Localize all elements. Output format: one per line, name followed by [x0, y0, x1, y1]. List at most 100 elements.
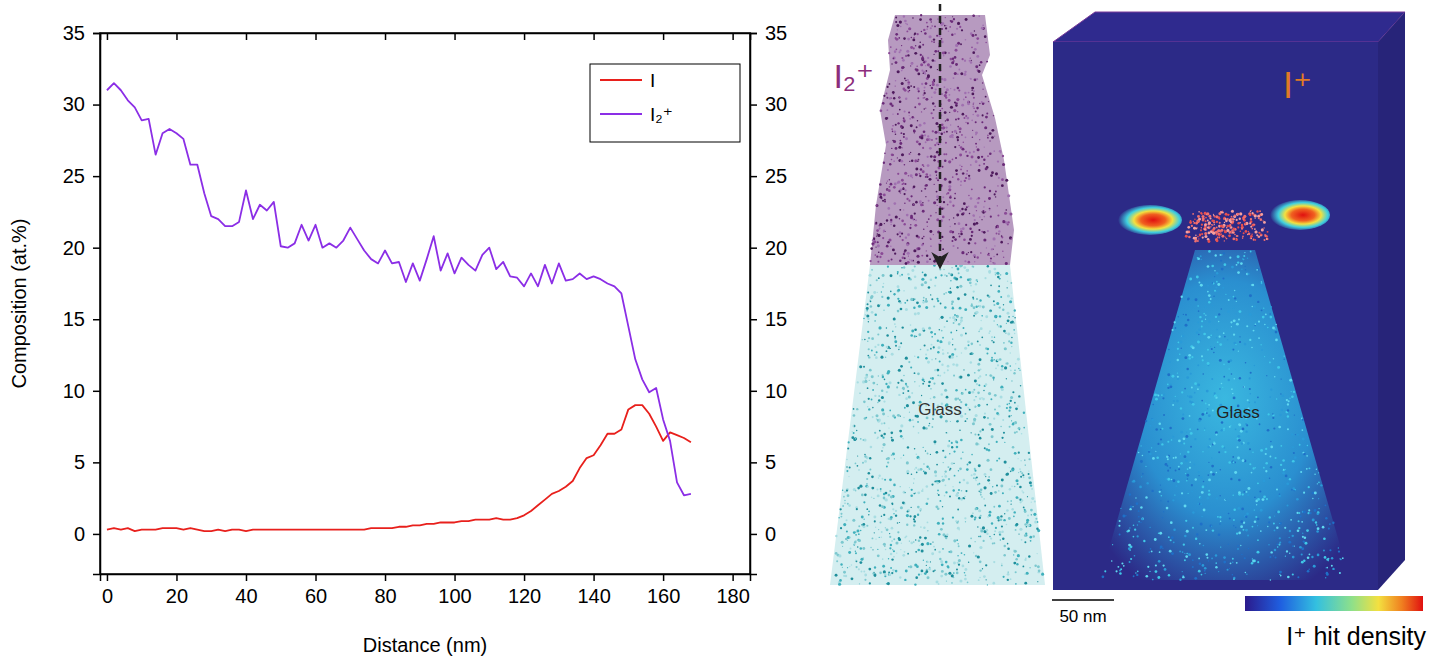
speckle [965, 224, 967, 226]
speckle [974, 541, 975, 542]
speckle [914, 328, 917, 331]
speckle [917, 514, 919, 516]
speckle [956, 441, 958, 443]
speckle [989, 132, 992, 135]
speckle [922, 327, 925, 330]
speckle [880, 490, 881, 491]
speckle [999, 306, 1001, 308]
speckle [910, 279, 912, 281]
speckle [984, 413, 986, 415]
speckle [982, 89, 984, 91]
speckle [995, 274, 996, 275]
speckle [847, 503, 849, 505]
speckle [956, 446, 959, 449]
tick-label: 60 [305, 585, 327, 607]
speckle [955, 389, 957, 391]
speckle [908, 277, 911, 280]
speckle [994, 272, 996, 274]
tick-label: 10 [63, 380, 85, 402]
speckle [975, 283, 977, 285]
speckle [861, 494, 864, 497]
speckle [842, 505, 844, 507]
speckle [960, 169, 962, 171]
speckle [1011, 320, 1014, 323]
speckle [849, 537, 851, 539]
speckle [918, 458, 920, 460]
speckle [870, 247, 873, 250]
speckle [921, 190, 923, 192]
speckle [913, 478, 915, 480]
speckle [935, 358, 936, 359]
speckle [889, 547, 891, 549]
speckle [914, 355, 916, 357]
speckle [943, 153, 945, 155]
speckle [867, 387, 869, 389]
speckle [941, 393, 943, 395]
speckle [1032, 535, 1034, 537]
speckle [893, 550, 895, 552]
speckle [1020, 460, 1022, 462]
speckle [998, 458, 1000, 460]
speckle [905, 308, 908, 311]
speckle [889, 186, 891, 188]
speckle [1009, 300, 1012, 303]
speckle [996, 302, 999, 305]
speckle [979, 329, 980, 330]
speckle [939, 340, 942, 343]
speckle [989, 330, 991, 332]
speckle [864, 339, 866, 341]
speckle [1014, 486, 1016, 488]
speckle [888, 571, 890, 573]
speckle [977, 526, 978, 527]
speckle [1014, 421, 1017, 424]
speckle [946, 275, 948, 277]
speckle [990, 260, 992, 262]
speckle [919, 18, 922, 21]
speckle [990, 216, 992, 218]
speckle [1014, 309, 1016, 311]
speckle [1018, 533, 1019, 534]
speckle [945, 120, 946, 121]
speckle [851, 577, 854, 580]
speckle [975, 442, 978, 445]
speckle [895, 86, 896, 87]
speckle [890, 348, 891, 349]
speckle [1017, 554, 1020, 557]
speckle [966, 155, 968, 157]
speckle [908, 111, 910, 113]
speckle [917, 261, 920, 264]
speckle [1018, 472, 1019, 473]
speckle [929, 567, 930, 568]
speckle [867, 406, 869, 408]
speckle [857, 487, 860, 490]
speckle [859, 561, 862, 564]
speckle [883, 283, 884, 284]
speckle [882, 237, 884, 239]
speckle [859, 485, 862, 488]
speckle [904, 407, 906, 409]
speckle [976, 107, 979, 110]
speckle [1004, 366, 1007, 369]
speckle [975, 480, 977, 482]
speckle [971, 474, 973, 476]
speckle [971, 231, 974, 234]
tick [524, 33, 525, 40]
speckle [930, 27, 932, 29]
speckle [976, 279, 978, 281]
speckle [912, 401, 915, 404]
speckle [951, 240, 953, 242]
speckle [950, 88, 951, 89]
speckle [897, 182, 899, 184]
speckle [853, 432, 855, 434]
speckle [948, 572, 951, 575]
speckle [983, 486, 986, 489]
speckle [886, 458, 888, 460]
speckle [892, 331, 894, 333]
speckle [858, 533, 860, 535]
speckle [945, 17, 946, 18]
speckle [846, 466, 848, 468]
speckle [938, 551, 940, 553]
speckle [977, 340, 979, 342]
speckle [973, 90, 975, 92]
speckle [927, 164, 930, 167]
